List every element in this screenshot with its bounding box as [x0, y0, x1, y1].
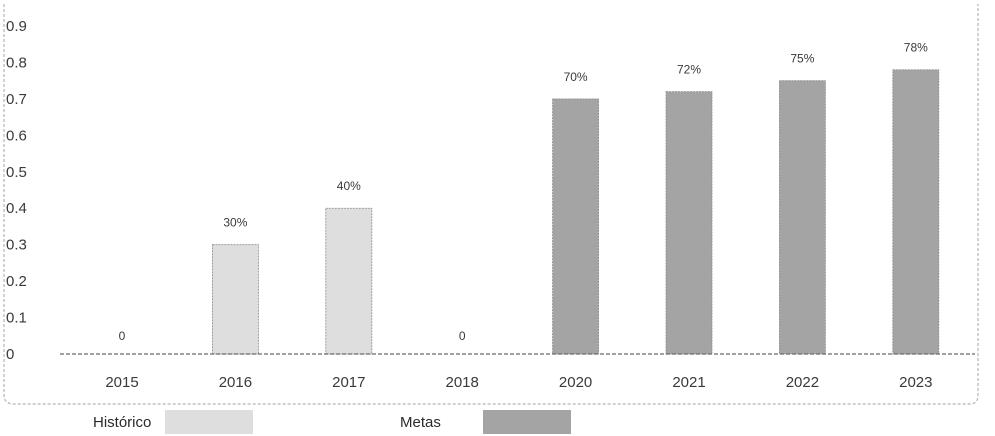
- y-tick-label: 0.3: [6, 237, 27, 254]
- y-tick-label: 0.5: [6, 164, 27, 181]
- bar-2016-historico: [212, 245, 258, 354]
- x-axis: 2015 2016 2017 2018 2020 2021 2022 2023: [60, 354, 975, 391]
- x-tick-label-2023: 2023: [899, 374, 932, 391]
- y-tick-label: 0.1: [6, 310, 27, 327]
- y-tick-label: 0.9: [6, 18, 27, 35]
- x-tick-label-2016: 2016: [219, 374, 252, 391]
- data-label-2021: 72%: [677, 63, 701, 77]
- data-label-2022: 75%: [790, 52, 814, 66]
- bar-2022-metas: [779, 81, 825, 354]
- y-axis: 0 0.1 0.2 0.3 0.4 0.5 0.6 0.7 0.8 0.9: [6, 18, 27, 363]
- data-label-2018: 0: [459, 329, 466, 343]
- y-tick-label: 0.4: [6, 200, 27, 217]
- y-tick-label: 0.2: [6, 273, 27, 290]
- legend-item-metas: Metas: [400, 410, 571, 434]
- bar-2023-metas: [893, 70, 939, 354]
- legend-label-metas: Metas: [400, 414, 441, 431]
- data-label-2015: 0: [119, 329, 126, 343]
- y-tick-label: 0.8: [6, 54, 27, 71]
- legend-swatch-historico: [165, 410, 253, 434]
- legend-label-historico: Histórico: [93, 414, 151, 431]
- y-tick-label: 0.7: [6, 91, 27, 108]
- bar-2021-metas: [666, 92, 712, 354]
- data-label-2016: 30%: [223, 216, 247, 230]
- x-tick-label-2018: 2018: [446, 374, 479, 391]
- legend: Histórico Metas: [0, 408, 995, 436]
- legend-item-historico: Histórico: [93, 410, 253, 434]
- legend-swatch-metas: [483, 410, 571, 434]
- bars: [212, 70, 938, 354]
- x-tick-label-2022: 2022: [786, 374, 819, 391]
- x-tick-label-2021: 2021: [672, 374, 705, 391]
- x-tick-label-2020: 2020: [559, 374, 592, 391]
- x-tick-label-2015: 2015: [105, 374, 138, 391]
- bar-2017-historico: [326, 208, 372, 354]
- data-label-2020: 70%: [564, 70, 588, 84]
- y-tick-label: 0: [6, 346, 14, 363]
- data-label-2023: 78%: [904, 41, 928, 55]
- chart-border: [4, 4, 978, 404]
- data-label-2017: 40%: [337, 179, 361, 193]
- x-tick-label-2017: 2017: [332, 374, 365, 391]
- bar-2020-metas: [553, 99, 599, 354]
- y-tick-label: 0.6: [6, 127, 27, 144]
